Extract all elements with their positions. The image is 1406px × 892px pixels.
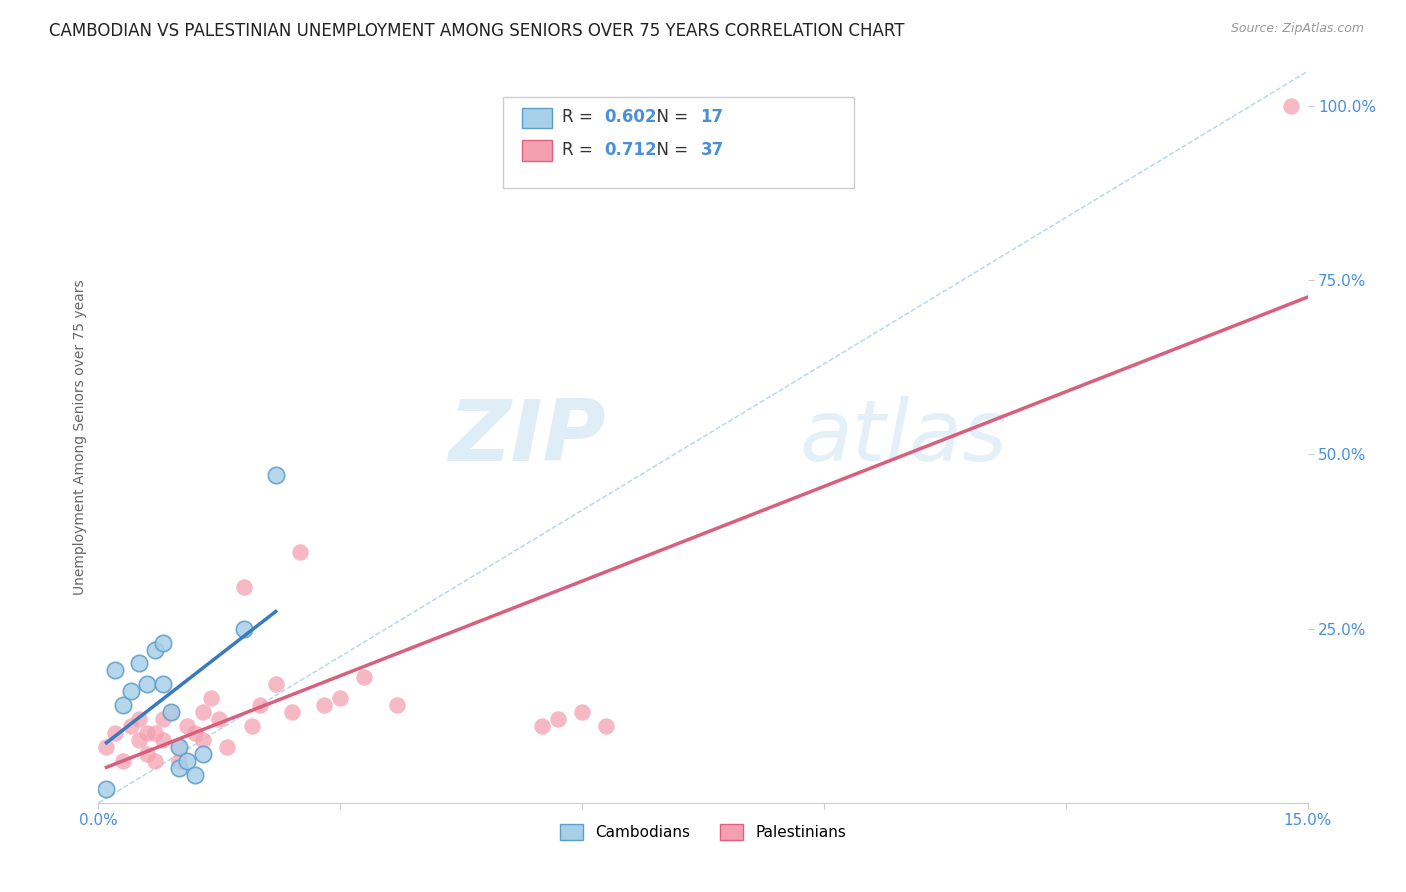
Point xyxy=(217,740,239,755)
Point xyxy=(314,698,336,713)
Point xyxy=(240,719,263,733)
Text: 0.712: 0.712 xyxy=(603,141,657,159)
Point xyxy=(184,726,207,740)
Point xyxy=(96,781,118,796)
Point xyxy=(143,642,166,657)
Point xyxy=(530,719,553,733)
Text: N =: N = xyxy=(647,108,693,126)
Point xyxy=(135,726,157,740)
Text: ZIP: ZIP xyxy=(449,395,606,479)
Point xyxy=(264,468,287,483)
Point xyxy=(152,733,174,747)
Point xyxy=(232,622,254,636)
Point xyxy=(1281,99,1303,113)
Point xyxy=(135,747,157,761)
Point xyxy=(167,740,190,755)
Point xyxy=(128,712,150,726)
Point xyxy=(167,761,190,775)
Point xyxy=(184,768,207,782)
Point xyxy=(143,726,166,740)
Point xyxy=(176,754,198,768)
Point xyxy=(176,719,198,733)
Point xyxy=(135,677,157,691)
Point xyxy=(595,719,617,733)
Point xyxy=(193,705,215,719)
Y-axis label: Unemployment Among Seniors over 75 years: Unemployment Among Seniors over 75 years xyxy=(73,279,87,595)
Point xyxy=(288,545,311,559)
Point xyxy=(160,705,183,719)
Point xyxy=(329,691,352,706)
Point xyxy=(232,580,254,594)
Point xyxy=(167,754,190,768)
Point xyxy=(103,664,125,678)
Point xyxy=(167,740,190,755)
Point xyxy=(128,657,150,671)
Point xyxy=(103,726,125,740)
Point xyxy=(385,698,408,713)
FancyBboxPatch shape xyxy=(522,140,551,161)
Point xyxy=(264,677,287,691)
Point xyxy=(208,712,231,726)
Point xyxy=(152,712,174,726)
Point xyxy=(281,705,304,719)
Point xyxy=(193,733,215,747)
Point xyxy=(111,754,134,768)
Point xyxy=(96,740,118,755)
Point xyxy=(143,754,166,768)
Text: R =: R = xyxy=(561,108,598,126)
Text: atlas: atlas xyxy=(800,395,1008,479)
Point xyxy=(353,670,375,684)
Point xyxy=(200,691,222,706)
Point xyxy=(160,705,183,719)
Point xyxy=(120,719,142,733)
Point xyxy=(571,705,593,719)
Text: R =: R = xyxy=(561,141,598,159)
Point xyxy=(111,698,134,713)
Text: 37: 37 xyxy=(700,141,724,159)
Legend: Cambodians, Palestinians: Cambodians, Palestinians xyxy=(554,818,852,847)
FancyBboxPatch shape xyxy=(503,97,855,188)
Point xyxy=(547,712,569,726)
Point xyxy=(193,747,215,761)
FancyBboxPatch shape xyxy=(522,108,551,128)
Text: 17: 17 xyxy=(700,108,724,126)
Text: N =: N = xyxy=(647,141,693,159)
Point xyxy=(152,635,174,649)
Point xyxy=(152,677,174,691)
Point xyxy=(249,698,271,713)
Text: CAMBODIAN VS PALESTINIAN UNEMPLOYMENT AMONG SENIORS OVER 75 YEARS CORRELATION CH: CAMBODIAN VS PALESTINIAN UNEMPLOYMENT AM… xyxy=(49,22,904,40)
Point xyxy=(128,733,150,747)
Text: 0.602: 0.602 xyxy=(603,108,657,126)
Point xyxy=(120,684,142,698)
Text: Source: ZipAtlas.com: Source: ZipAtlas.com xyxy=(1230,22,1364,36)
